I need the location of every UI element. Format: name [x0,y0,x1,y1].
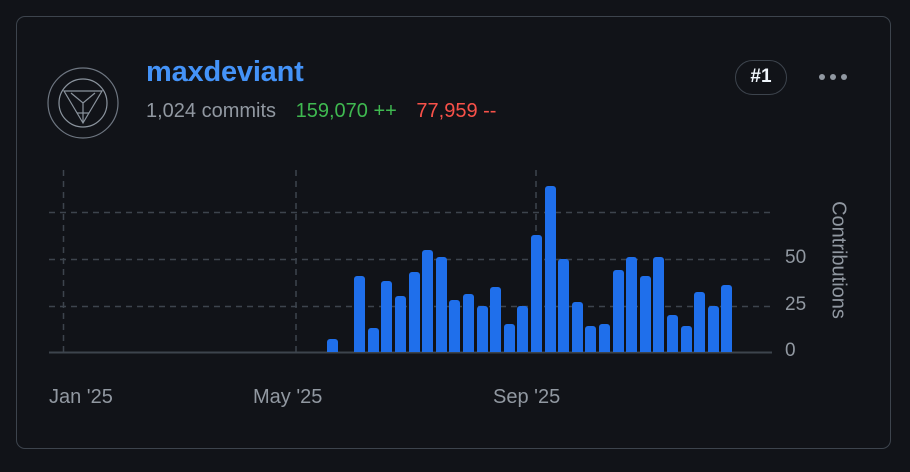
kebab-dot-icon [830,74,836,80]
x-tick-jan: Jan '25 [49,386,113,408]
contribution-bar[interactable] [694,292,706,352]
contribution-bar[interactable] [626,257,638,352]
contribution-bar[interactable] [408,272,420,352]
kebab-dot-icon [841,74,847,80]
contribution-stats: 1,024 commits 159,070 ++ 77,959 -- [146,100,496,123]
contribution-bar[interactable] [449,299,461,352]
commit-count: 1,024 commits [146,100,277,122]
contribution-bar[interactable] [531,234,542,352]
y-tick-0: 0 [785,340,796,361]
contribution-bar[interactable] [367,327,379,352]
contribution-bar[interactable] [599,324,610,352]
contribution-bar[interactable] [422,249,434,352]
contribution-bar[interactable] [517,305,529,352]
y-tick-50: 50 [785,247,807,268]
contribution-bar[interactable] [707,305,719,352]
contribution-bar[interactable] [721,285,733,352]
more-options-button[interactable] [812,64,854,90]
contribution-bar[interactable] [544,186,556,352]
contribution-bar[interactable] [435,257,447,352]
rank-badge: #1 [735,60,787,95]
kebab-dot-icon [819,74,825,80]
contribution-bar[interactable] [558,259,570,352]
contribution-bar[interactable] [327,338,338,352]
contribution-bar[interactable] [680,325,692,352]
avatar-geometric-icon [47,67,119,139]
x-tick-sep: Sep '25 [493,386,561,408]
contribution-bar[interactable] [639,275,651,352]
y-tick-25: 25 [785,294,807,315]
contribution-bar[interactable] [476,305,488,352]
contribution-bar[interactable] [490,286,502,352]
contribution-bar[interactable] [612,270,624,352]
additions-count: 159,070 ++ [295,100,397,122]
contribution-bar[interactable] [395,296,406,352]
contribution-bar[interactable] [381,281,393,352]
x-tick-may: May '25 [253,386,323,408]
y-axis-label: Contributions [827,201,850,319]
contribution-bar[interactable] [571,301,583,352]
contribution-bar[interactable] [585,325,597,352]
contribution-bar[interactable] [354,275,366,352]
deletions-count: 77,959 -- [416,100,497,122]
avatar[interactable] [47,67,119,139]
username-link[interactable]: maxdeviant [146,56,304,88]
contribution-bar[interactable] [463,294,474,352]
contribution-bar[interactable] [503,324,515,352]
contribution-bar[interactable] [667,314,678,352]
contribution-bar[interactable] [653,257,665,352]
